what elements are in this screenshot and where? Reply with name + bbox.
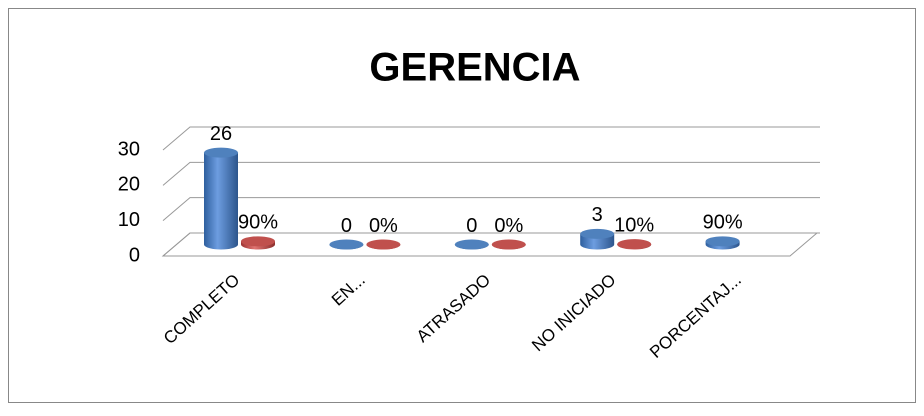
- bar: [241, 236, 275, 250]
- bar: [454, 239, 489, 250]
- data-label: 10%: [614, 214, 654, 236]
- grid-line: [162, 197, 820, 222]
- bar: [705, 236, 740, 250]
- data-label: 0: [466, 215, 477, 237]
- grid-line: [162, 161, 820, 186]
- data-label: 90%: [703, 212, 743, 234]
- bar: [580, 228, 615, 250]
- data-label: 26: [210, 123, 232, 145]
- chart-title: GERENCIA: [369, 46, 580, 90]
- bar: [617, 239, 652, 250]
- data-label: 90%: [238, 212, 278, 234]
- y-tick-label: 20: [118, 174, 140, 196]
- bar: [491, 239, 526, 250]
- data-label: 0%: [369, 215, 398, 237]
- data-label: 3: [592, 204, 603, 226]
- data-label: 0%: [494, 215, 523, 237]
- y-tick-label: 30: [118, 138, 140, 160]
- bar: [366, 239, 401, 250]
- bar: [204, 147, 238, 250]
- y-tick-label: 10: [118, 209, 140, 231]
- chart-frame: [8, 8, 916, 403]
- data-label: 0: [341, 215, 352, 237]
- y-tick-label: 0: [129, 244, 140, 266]
- bar: [329, 239, 364, 250]
- grid-line: [162, 126, 820, 151]
